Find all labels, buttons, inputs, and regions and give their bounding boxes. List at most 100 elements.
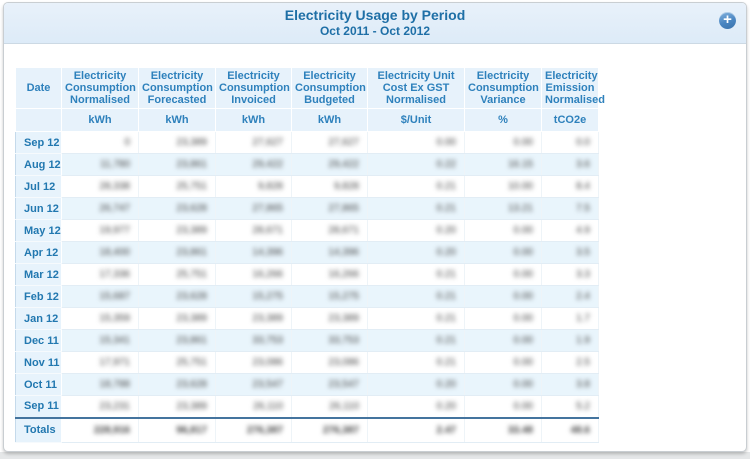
cell-value: 23,231 [61, 395, 139, 418]
cell-value: 23,389 [138, 395, 216, 418]
obscured-value: 29,422 [252, 159, 283, 170]
cell-value: 23,547 [215, 373, 292, 396]
cell-value: 23,861 [138, 241, 216, 264]
table-row: Feb 12 15,687 23,628 15,275 15,275 0.21 0.00 2.… [15, 285, 599, 308]
obscured-value: 15,687 [99, 291, 130, 302]
obscured-value: 0.00 [513, 137, 533, 148]
row-date: Mar 12 [15, 263, 62, 286]
obscured-total-value: 276,387 [322, 424, 359, 436]
obscured-value: 0.00 [513, 357, 533, 368]
column-header: Electricity Consumption Forecasted [138, 67, 216, 109]
cell-value: 23,389 [138, 131, 216, 154]
cell-value: 27,627 [291, 131, 368, 154]
cell-value: 14,396 [291, 241, 368, 264]
obscured-value: 4.9 [576, 225, 590, 236]
column-header: Date [15, 67, 62, 109]
cell-value: 18,400 [61, 241, 139, 264]
obscured-value: 27,865 [328, 203, 359, 214]
cell-value: 0.21 [367, 329, 465, 352]
cell-value: 27,865 [291, 197, 368, 220]
cell-value: 19,977 [61, 219, 139, 242]
cell-value: 0.00 [367, 131, 465, 154]
obscured-value: 0.00 [513, 335, 533, 346]
obscured-total-value: 33.48 [507, 424, 533, 436]
cell-value: 0.21 [367, 263, 465, 286]
cell-value: 27,627 [215, 131, 292, 154]
table-row: Oct 11 18,788 23,628 23,547 23,547 0.20 0.00 3.… [15, 373, 599, 396]
obscured-value: 23,628 [176, 291, 207, 302]
obscured-value: 23,861 [176, 159, 207, 170]
obscured-value: 0.21 [436, 357, 456, 368]
totals-row: Totals 228,916 96,817 276,387 276,387 2.47 33.… [15, 416, 599, 443]
obscured-value: 15,275 [252, 291, 283, 302]
table-row: Jun 12 26,747 23,628 27,865 27,865 0.21 13.21 7… [15, 197, 599, 220]
cell-value: 25,751 [138, 351, 216, 374]
obscured-value: 14,396 [252, 247, 283, 258]
add-icon[interactable]: + [719, 12, 736, 29]
obscured-value: 26,747 [99, 203, 130, 214]
cell-value: 13.21 [464, 197, 542, 220]
cell-value: 23,547 [291, 373, 368, 396]
obscured-value: 23,389 [252, 313, 283, 324]
obscured-value: 33,753 [328, 335, 359, 346]
totals-label: Totals [15, 416, 62, 443]
obscured-value: 25,751 [176, 357, 207, 368]
obscured-value: 27,627 [328, 137, 359, 148]
obscured-value: 9,828 [257, 181, 283, 192]
cell-value: 8.4 [541, 175, 599, 198]
obscured-value: 18,400 [99, 247, 130, 258]
totals-value-cell: 276,387 [215, 416, 292, 443]
cell-value: 25,751 [138, 263, 216, 286]
obscured-value: 27,627 [252, 137, 283, 148]
obscured-value: 16.15 [507, 159, 533, 170]
cell-value: 17,336 [61, 263, 139, 286]
panel-header: Electricity Usage by Period Oct 2011 - O… [4, 3, 746, 44]
row-date: Dec 11 [15, 329, 62, 352]
cell-value: 0 [61, 131, 139, 154]
obscured-value: 16,266 [252, 269, 283, 280]
row-date: May 12 [15, 219, 62, 242]
cell-value: 3.3 [541, 263, 599, 286]
obscured-value: 23,628 [176, 203, 207, 214]
cell-value: 28,671 [215, 219, 292, 242]
cell-value: 0.00 [464, 285, 542, 308]
obscured-value: 2.4 [576, 291, 590, 302]
obscured-value: 0.21 [436, 335, 456, 346]
cell-value: 3.6 [541, 153, 599, 176]
cell-value: 17,971 [61, 351, 139, 374]
obscured-value: 0.22 [436, 159, 456, 170]
obscured-value: 23,086 [252, 357, 283, 368]
cell-value: 1.9 [541, 329, 599, 352]
row-date: Nov 11 [15, 351, 62, 374]
totals-value-cell: 276,387 [291, 416, 368, 443]
panel-title: Electricity Usage by Period [284, 7, 466, 23]
cell-value: 2.5 [541, 351, 599, 374]
cell-value: 0.20 [367, 219, 465, 242]
obscured-value: 11,780 [100, 159, 130, 170]
units-header-row: kWh kWh kWh kWh $/Unit% tCO2e [15, 108, 599, 132]
row-date: Apr 12 [15, 241, 62, 264]
totals-value-cell: 48.6 [541, 416, 599, 443]
cell-value: 23,086 [291, 351, 368, 374]
obscured-total-value: 96,817 [176, 424, 207, 436]
cell-value: 10.00 [464, 175, 542, 198]
obscured-value: 0.00 [513, 313, 533, 324]
obscured-value: 10.00 [507, 181, 533, 192]
cell-value: 0.0 [541, 131, 599, 154]
cell-value: 27,865 [215, 197, 292, 220]
obscured-value: 3.8 [576, 379, 590, 390]
obscured-value: 18,788 [99, 379, 130, 390]
cell-value: 33,753 [291, 329, 368, 352]
cell-value: 0.20 [367, 241, 465, 264]
column-header: Electricity Unit Cost Ex GST Normalised [367, 67, 465, 109]
row-date: Jan 12 [15, 307, 62, 330]
cell-value: 16.15 [464, 153, 542, 176]
cell-value: 0.21 [367, 175, 465, 198]
cell-value: 0.22 [367, 153, 465, 176]
obscured-value: 0.00 [513, 225, 533, 236]
cell-value: 29,422 [215, 153, 292, 176]
obscured-value: 29,422 [328, 159, 359, 170]
obscured-value: 1.9 [576, 335, 590, 346]
obscured-value: 3.3 [576, 269, 590, 280]
